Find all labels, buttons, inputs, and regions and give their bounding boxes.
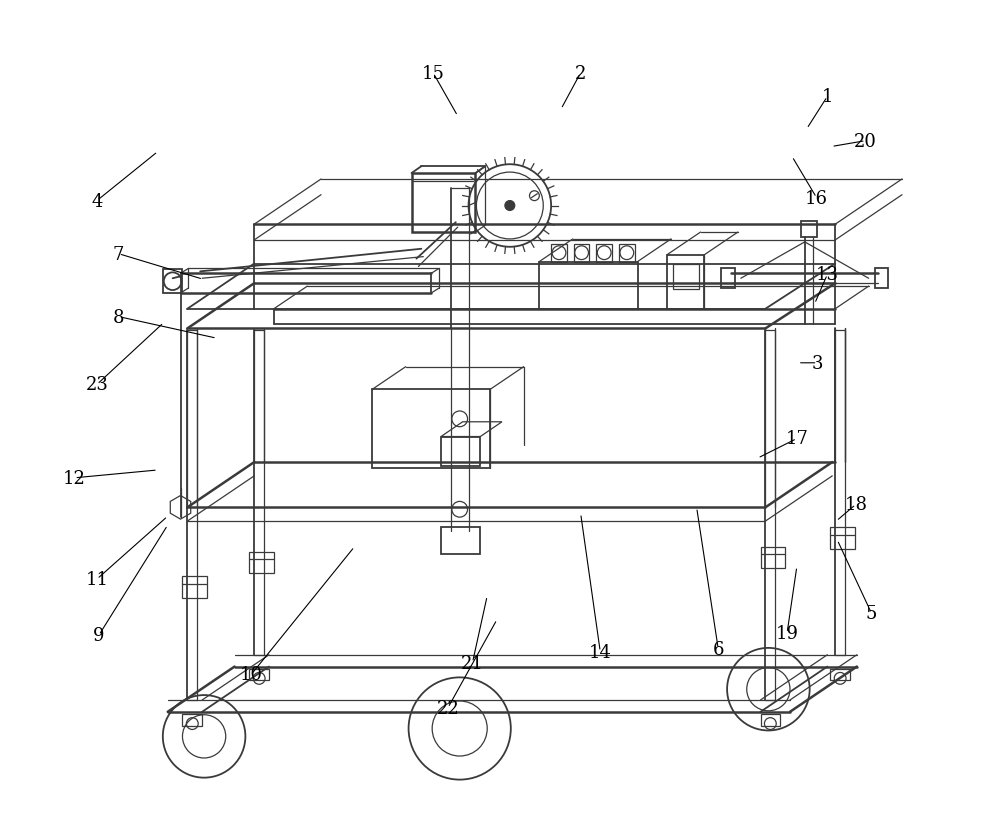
Text: 7: 7 <box>113 246 124 264</box>
Text: 15: 15 <box>422 65 445 83</box>
Bar <box>249 552 274 573</box>
Text: 14: 14 <box>589 643 612 661</box>
Text: 21: 21 <box>461 654 484 672</box>
Text: 16: 16 <box>805 189 828 207</box>
Circle shape <box>505 201 515 211</box>
Bar <box>875 269 888 289</box>
Bar <box>761 714 780 726</box>
Bar <box>551 245 567 262</box>
Text: 19: 19 <box>776 624 799 642</box>
Bar <box>163 270 182 294</box>
Bar <box>182 714 202 726</box>
Text: 6: 6 <box>712 640 724 658</box>
Bar <box>182 577 207 598</box>
Text: 3: 3 <box>812 355 823 373</box>
Bar <box>596 245 612 262</box>
Text: 8: 8 <box>113 308 124 326</box>
Text: 23: 23 <box>86 376 108 394</box>
Bar <box>574 245 589 262</box>
Bar <box>801 222 817 238</box>
Bar <box>412 174 475 233</box>
Text: 18: 18 <box>844 495 867 514</box>
Bar <box>721 269 735 289</box>
Text: 4: 4 <box>91 192 103 210</box>
Bar <box>441 437 480 467</box>
Text: 1: 1 <box>822 88 833 106</box>
Bar <box>761 547 785 568</box>
Text: 20: 20 <box>854 133 877 151</box>
Text: 11: 11 <box>85 570 108 588</box>
Bar <box>539 262 638 310</box>
Text: 9: 9 <box>93 627 105 645</box>
Bar <box>830 527 855 549</box>
Text: 13: 13 <box>816 266 839 284</box>
Bar <box>619 245 635 262</box>
Bar <box>667 256 704 310</box>
Bar <box>441 527 480 554</box>
Text: 5: 5 <box>866 604 877 622</box>
Bar <box>249 668 269 681</box>
Bar <box>372 390 490 468</box>
Text: 22: 22 <box>437 699 459 717</box>
Text: 2: 2 <box>575 65 586 83</box>
Text: 12: 12 <box>63 469 86 487</box>
Text: 17: 17 <box>785 430 808 448</box>
Text: 10: 10 <box>240 666 263 684</box>
Bar <box>830 668 850 681</box>
Bar <box>673 265 699 290</box>
